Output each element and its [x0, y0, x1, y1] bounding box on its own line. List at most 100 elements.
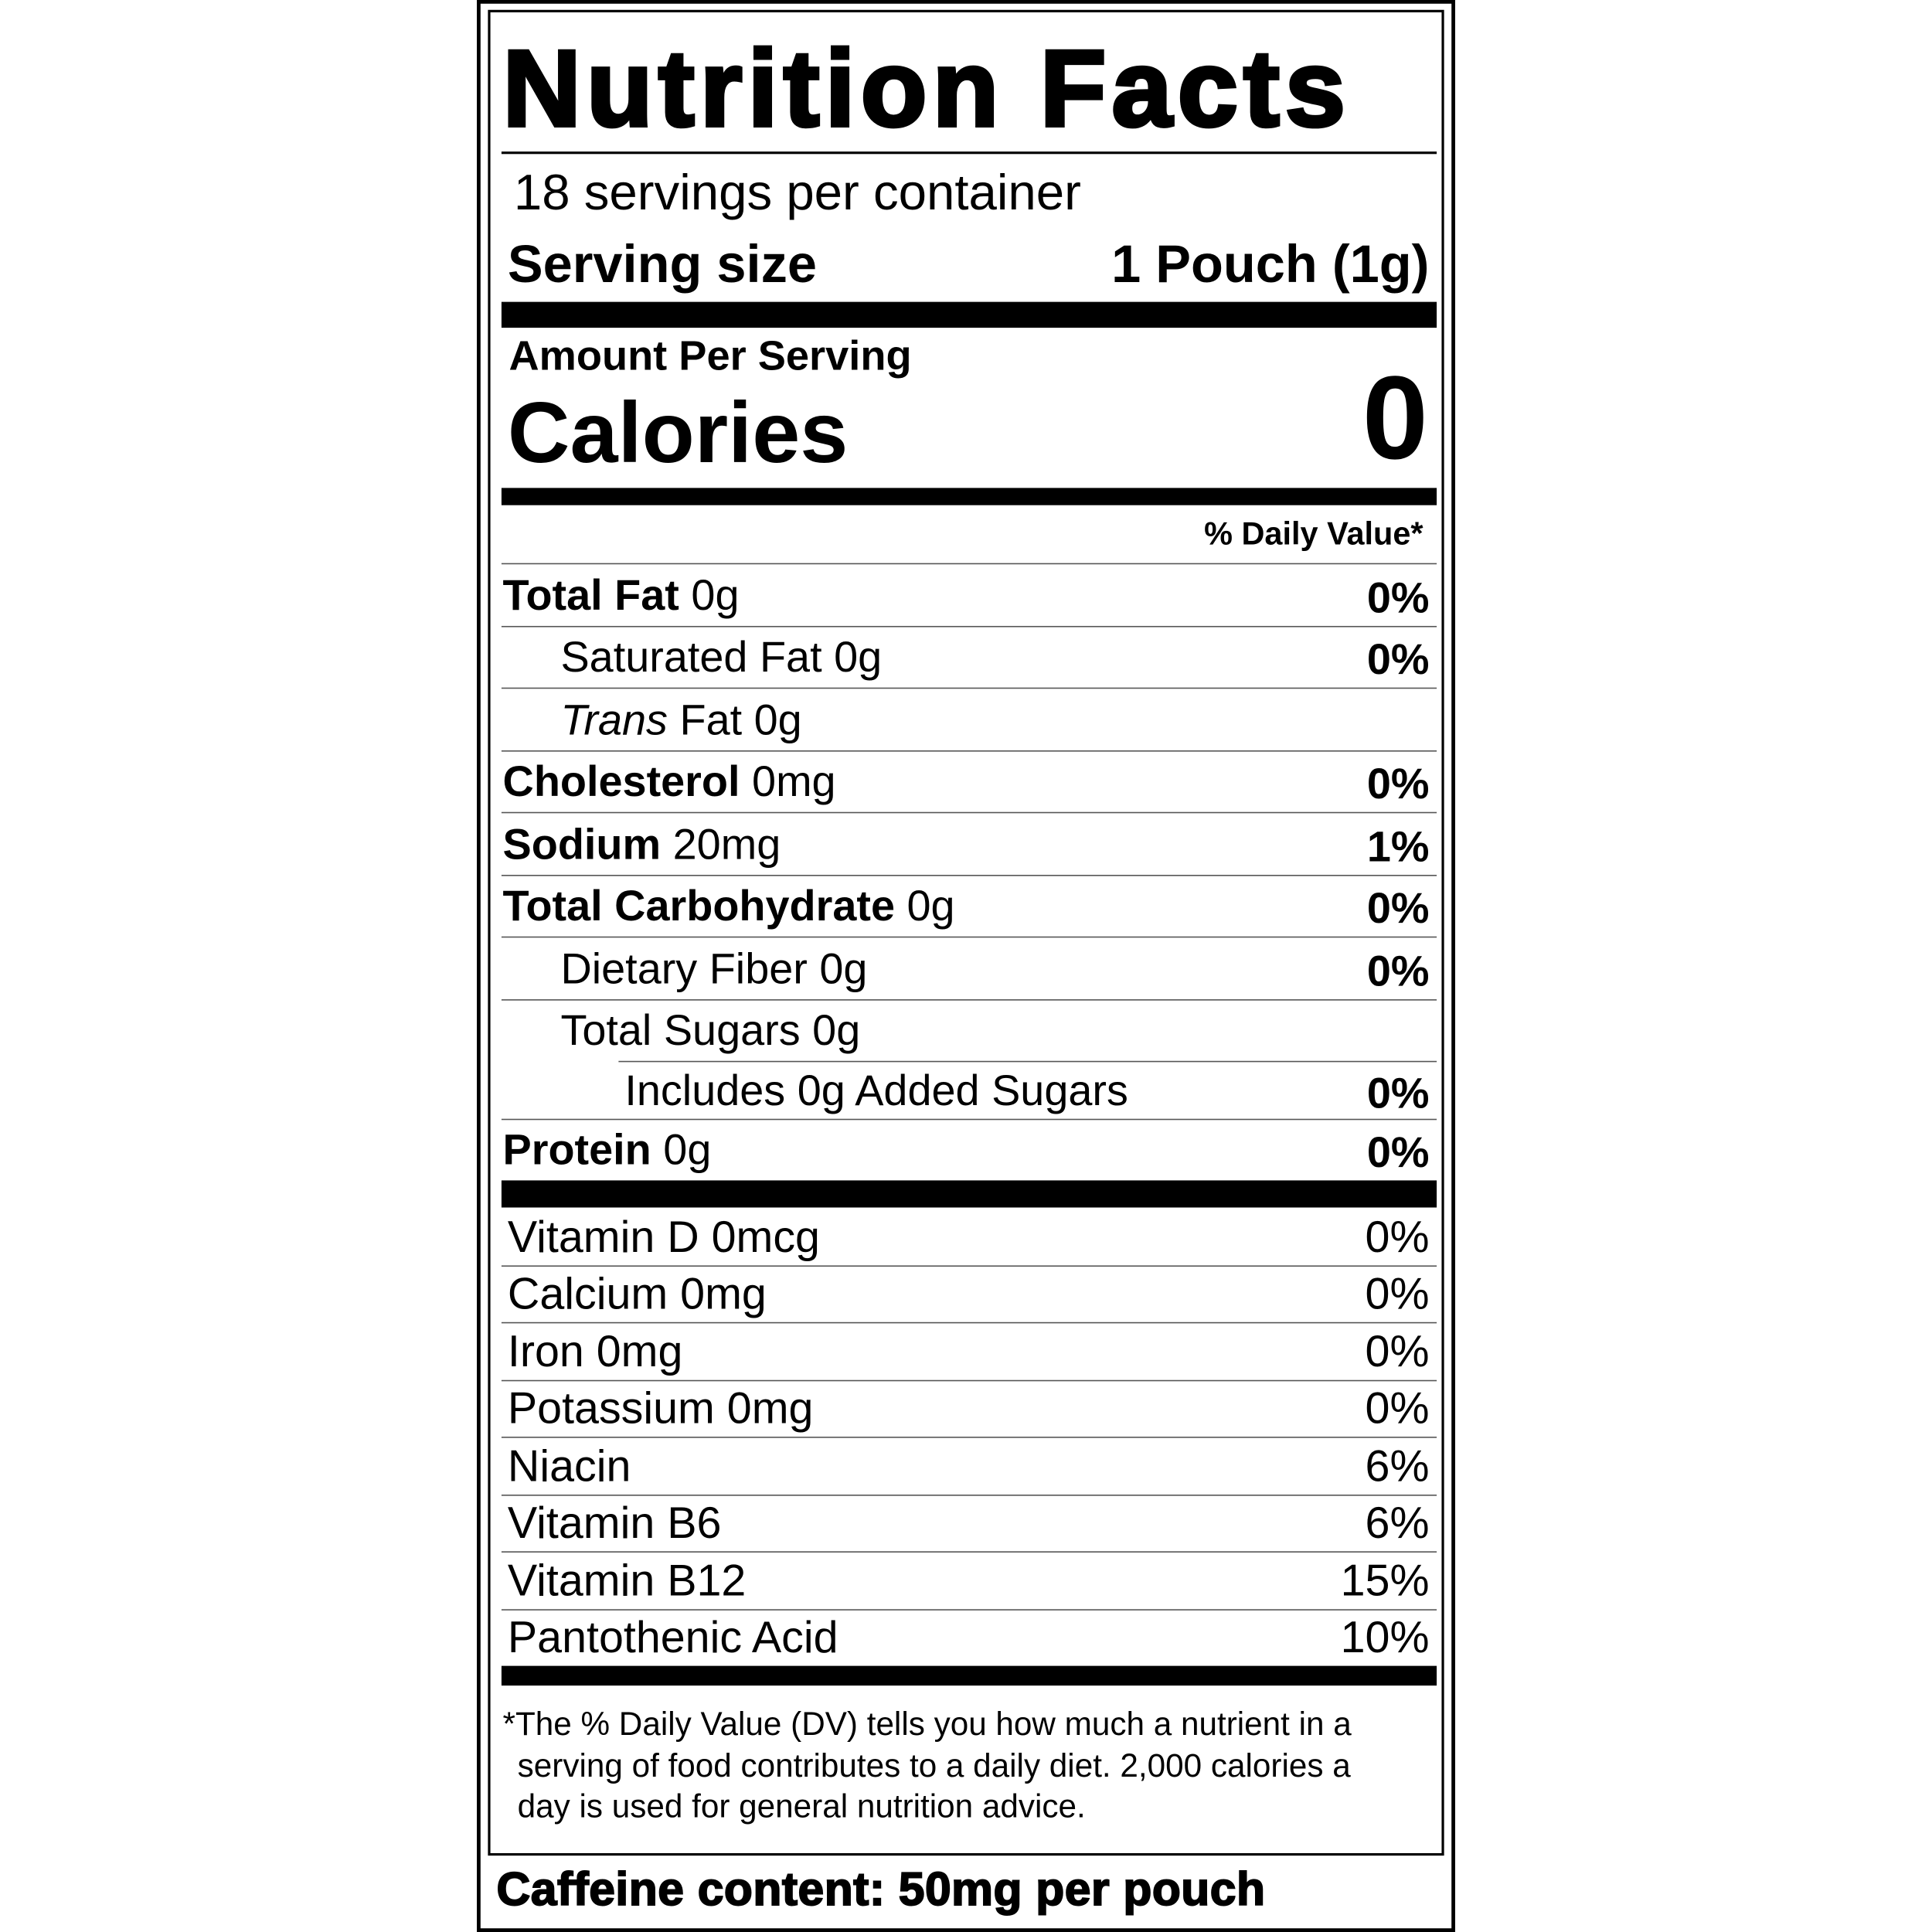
nutrient-daily-value: 0% [1366, 884, 1430, 933]
vitamin-daily-value: 0% [1365, 1325, 1430, 1376]
nutrient-row: Saturated Fat 0g 0% [0, 626, 1932, 688]
vitamin-name: Pantothenic Acid [507, 1611, 838, 1662]
outer-border [477, 0, 1455, 1932]
nutrient-name: Total Carbohydrate [502, 882, 895, 930]
daily-value-header: % Daily Value* [1204, 515, 1423, 553]
nutrient-row: Includes 0g Added Sugars 0% [0, 1061, 1932, 1119]
divider [501, 1321, 1437, 1324]
nutrient-amount: 0g [906, 882, 955, 930]
inner-border [488, 9, 1444, 1856]
thick-divider [501, 301, 1437, 328]
nutrient-label: Total Sugars 0g [560, 1009, 860, 1053]
nutrient-label: Saturated Fat 0g [560, 636, 882, 679]
nutrient-row: Cholesterol 0mg 0% [0, 750, 1932, 812]
divider [501, 936, 1437, 938]
divider [501, 875, 1437, 876]
amount-per-serving: Amount Per Serving [509, 332, 912, 380]
vitamin-daily-value: 15% [1340, 1554, 1430, 1605]
nutrient-amount: 0g [834, 633, 883, 682]
vitamin-name: Vitamin B12 [507, 1554, 747, 1605]
divider [501, 811, 1437, 814]
vitamin-name: Potassium 0mg [507, 1382, 814, 1434]
divider [501, 687, 1437, 689]
nutrient-label: Sodium 20mg [503, 822, 781, 866]
vitamin-row: Potassium 0mg 0% [0, 1380, 1932, 1437]
nutrient-name: Total Sugars [560, 1006, 801, 1055]
divider [501, 1379, 1437, 1382]
vitamin-row: Niacin 6% [0, 1437, 1932, 1495]
serving-size-value: 1 Pouch (1g) [1111, 235, 1430, 295]
divider [501, 1265, 1437, 1267]
vitamin-daily-value: 10% [1340, 1611, 1430, 1662]
vitamin-row: Iron 0mg 0% [0, 1322, 1932, 1380]
thick-divider [501, 1180, 1437, 1208]
nutrient-daily-value: 0% [1366, 947, 1430, 995]
title: Nutrition Facts [501, 27, 1352, 149]
nutrient-label: Includes 0g Added Sugars [624, 1069, 1128, 1112]
nutrient-daily-value: 0% [1366, 1069, 1430, 1117]
vitamin-row: Vitamin B6 6% [0, 1495, 1932, 1551]
nutrient-label: Dietary Fiber 0g [560, 947, 867, 990]
nutrient-daily-value: 0% [1366, 635, 1430, 684]
vitamin-row: Calcium 0mg 0% [0, 1265, 1932, 1321]
nutrient-row: Total Carbohydrate 0g 0% [0, 875, 1932, 937]
nutrient-row: Sodium 20mg 1% [0, 812, 1932, 875]
nutrient-amount: 20mg [672, 820, 781, 869]
vitamin-name: Niacin [507, 1440, 631, 1491]
divider [618, 1060, 1437, 1063]
nutrient-amount: 0g [691, 571, 740, 620]
vitamin-name: Vitamin D 0mcg [507, 1210, 820, 1261]
nutrient-daily-value: 0% [1366, 760, 1430, 808]
vitamin-name: Vitamin B6 [507, 1497, 722, 1548]
nutrient-row: Dietary Fiber 0g 0% [0, 937, 1932, 999]
vitamin-row: Vitamin D 0mcg 0% [0, 1208, 1932, 1266]
nutrient-name-suffix: Fat [679, 696, 743, 744]
calories-value: 0 [1362, 352, 1428, 485]
caffeine-content: Caffeine content: 50mg per pouch [496, 1864, 1266, 1917]
nutrient-name: Includes 0g Added Sugars [624, 1066, 1128, 1115]
divider [501, 625, 1437, 628]
nutrient-amount: 0g [819, 944, 868, 993]
nutrient-amount: 0mg [752, 757, 836, 806]
nutrient-row: Total Sugars 0g [0, 999, 1932, 1061]
thick-divider [501, 1665, 1437, 1686]
calories-label: Calories [507, 384, 849, 481]
nutrient-name: Trans [560, 696, 668, 744]
nutrient-label: Total Carbohydrate 0g [503, 885, 955, 928]
divider [501, 563, 1437, 565]
nutrient-label: Trans Fat 0g [560, 698, 801, 741]
vitamin-row: Vitamin B12 15% [0, 1551, 1932, 1609]
nutrient-amount: 0g [753, 696, 802, 744]
nutrient-daily-value: 0% [1366, 1128, 1430, 1177]
vitamin-daily-value: 0% [1365, 1267, 1430, 1319]
nutrient-label: Total Fat 0g [503, 573, 740, 617]
nutrient-amount: 0g [812, 1006, 861, 1055]
divider [501, 151, 1437, 155]
nutrient-daily-value: 1% [1366, 822, 1430, 871]
servings-per-container: 18 servings per container [513, 164, 1081, 221]
vitamin-row: Pantothenic Acid 10% [0, 1609, 1932, 1665]
nutrient-name: Dietary Fiber [560, 944, 808, 993]
nutrient-row: Total Fat 0g 0% [0, 563, 1932, 626]
nutrient-amount: 0g [663, 1126, 712, 1175]
divider [501, 1437, 1437, 1438]
nutrient-name: Cholesterol [502, 757, 740, 806]
vitamin-name: Iron 0mg [507, 1325, 683, 1376]
nutrient-label: Protein 0g [503, 1128, 712, 1172]
footnote-line: day is used for general nutrition advice… [517, 1787, 1086, 1825]
serving-size-label: Serving size [507, 235, 818, 295]
divider [501, 999, 1437, 1001]
nutrient-row: Protein 0g 0% [0, 1119, 1932, 1181]
nutrient-name: Sodium [502, 820, 662, 869]
divider [501, 1118, 1437, 1121]
vitamin-daily-value: 6% [1365, 1440, 1430, 1491]
vitamin-daily-value: 0% [1365, 1210, 1430, 1261]
vitamin-daily-value: 6% [1365, 1497, 1430, 1548]
nutrient-label: Cholesterol 0mg [503, 760, 836, 804]
vitamin-daily-value: 0% [1365, 1382, 1430, 1434]
nutrient-daily-value: 0% [1366, 573, 1430, 622]
vitamin-name: Calcium 0mg [507, 1267, 767, 1319]
thick-divider [501, 488, 1437, 505]
footnote-line: *The % Daily Value (DV) tells you how mu… [502, 1705, 1352, 1743]
